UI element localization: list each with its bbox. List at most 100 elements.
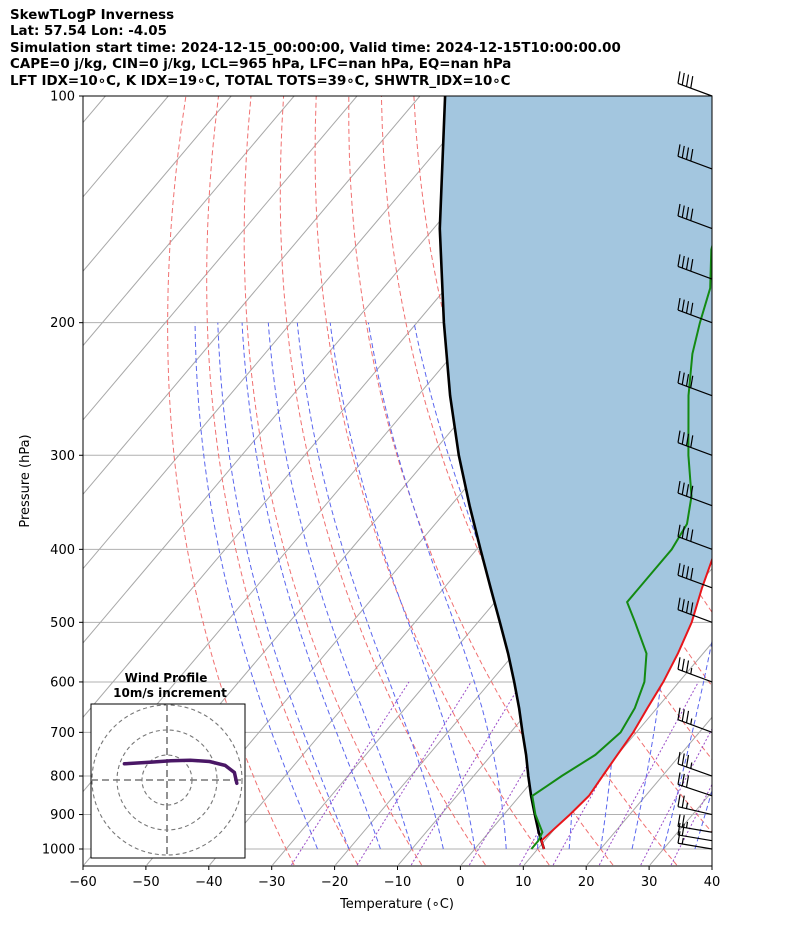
barb-flag — [677, 370, 681, 384]
barb-shaft — [677, 825, 713, 833]
barb-flag — [690, 602, 694, 615]
y-tick-label: 600 — [50, 675, 75, 690]
wind-barb — [677, 430, 713, 456]
isotherm-40 — [713, 96, 794, 865]
barb-flag — [685, 207, 690, 220]
dry-adiabat — [243, 96, 423, 866]
mixing-ratio-line — [291, 681, 410, 866]
barb-flag — [690, 529, 694, 542]
x-tick-label: −40 — [195, 875, 222, 890]
barb-half-flag — [681, 837, 684, 845]
wind-barb — [677, 772, 713, 797]
barb-flag — [677, 751, 681, 765]
barb-shaft — [677, 719, 713, 733]
wind-barb — [677, 297, 713, 324]
barb-flag — [690, 375, 694, 388]
barb-shaft — [677, 155, 713, 170]
barb-flag — [681, 773, 685, 787]
barb-flag — [681, 205, 685, 218]
cin-area — [439, 96, 712, 849]
wind-barb — [677, 480, 713, 507]
barb-flag — [685, 301, 690, 314]
moist-adiabat — [367, 322, 507, 850]
dry-adiabat — [740, 96, 794, 865]
barb-flag — [681, 482, 685, 495]
barb-flag — [677, 794, 681, 807]
barb-shaft — [677, 382, 713, 397]
wind-barb — [677, 597, 713, 623]
wind-profile-title: Wind Profile — [125, 671, 208, 685]
barb-flag — [685, 257, 690, 270]
x-tick-label: 10 — [515, 875, 532, 890]
dry-adiabat — [314, 96, 550, 866]
y-tick-label: 900 — [50, 808, 75, 823]
barb-half-flag — [690, 667, 693, 675]
barb-shaft — [677, 536, 713, 550]
barb-flag — [677, 144, 681, 157]
barb-shaft — [677, 442, 713, 456]
moist-adiabat — [296, 322, 444, 850]
wind-barb — [677, 751, 713, 777]
barb-flag — [685, 775, 690, 788]
wind-barb — [677, 370, 713, 397]
barb-flag — [685, 710, 690, 723]
header-title: SkewTLogP Inverness — [10, 8, 175, 23]
isotherm--130 — [83, 96, 295, 347]
moist-adiabat — [217, 322, 350, 850]
barb-flag — [677, 524, 681, 537]
dry-adiabat — [478, 96, 712, 687]
wind-barb — [677, 71, 713, 97]
barb-shaft — [677, 834, 713, 842]
x-tick-label: −30 — [258, 875, 285, 890]
axis-ticks: −60 −50 −40 −30 −20 −10 0 10 20 30 40 1000 900 800 700… — [42, 90, 720, 891]
barb-flag — [681, 823, 685, 836]
barb-flag — [681, 145, 685, 159]
wind-barb — [677, 203, 713, 230]
wind-profile-subtitle: 10m/s increment — [113, 686, 227, 700]
moist-adiabat — [267, 322, 413, 850]
isotherm--90 — [83, 96, 547, 644]
barb-flag — [690, 302, 694, 315]
barb-flag — [685, 754, 690, 768]
barb-flag — [690, 208, 694, 221]
barb-flag — [681, 815, 685, 828]
barb-flag — [681, 709, 685, 722]
dewpoint-line — [530, 243, 712, 850]
wind-barb — [677, 814, 713, 833]
barb-flag — [685, 566, 690, 579]
cape-cin-shading — [439, 96, 712, 849]
y-tick-label: 200 — [50, 316, 75, 331]
barb-flag — [685, 374, 690, 387]
chart-header: SkewTLogP Inverness Lat: 57.54 Lon: -4.0… — [10, 8, 621, 90]
barb-shaft — [677, 309, 713, 324]
header-times: Simulation start time: 2024-12-15_00:00:… — [10, 40, 621, 56]
mixing-ratio-line — [410, 681, 523, 866]
barb-flag — [690, 259, 694, 272]
isotherm--120 — [83, 96, 358, 421]
barb-flag — [677, 254, 681, 267]
y-tick-label: 1000 — [42, 843, 75, 858]
x-tick-label: −50 — [132, 875, 159, 890]
barb-shaft — [677, 668, 713, 683]
y-tick-label: 500 — [50, 616, 75, 631]
barb-shaft — [677, 82, 713, 97]
barb-flag — [677, 430, 681, 443]
moist-adiabat — [241, 322, 381, 850]
barb-flag — [677, 831, 681, 844]
barb-shaft — [677, 806, 713, 816]
y-axis-label: Pressure (hPa) — [18, 434, 33, 527]
barb-flag — [677, 814, 681, 827]
barb-shaft — [677, 763, 713, 777]
barb-flag — [681, 795, 685, 808]
barb-half-flag — [690, 718, 693, 725]
y-tick-label: 800 — [50, 770, 75, 785]
dry-adiabat — [706, 96, 712, 113]
isotherm--100 — [83, 96, 484, 570]
wind-barb — [677, 254, 713, 280]
barb-flag — [685, 74, 690, 87]
barb-shaft — [677, 492, 713, 507]
profile-lines — [438, 96, 712, 850]
dry-adiabat — [279, 96, 486, 866]
barb-flag — [677, 480, 681, 494]
